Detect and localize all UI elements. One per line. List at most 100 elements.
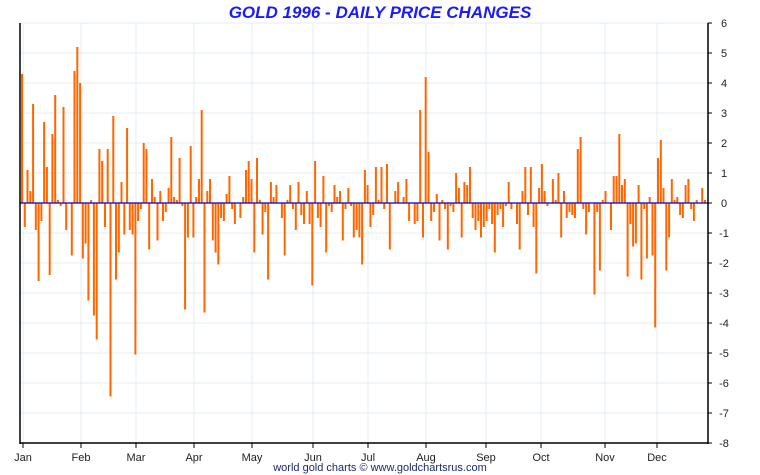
bar (510, 203, 513, 209)
bar (156, 203, 159, 241)
x-tick-label: Sep (476, 452, 496, 464)
bar (51, 134, 54, 203)
bar (402, 197, 405, 203)
bar (554, 200, 557, 203)
bar (496, 203, 499, 215)
bar (139, 203, 142, 209)
bar (469, 167, 471, 203)
bar (32, 104, 35, 203)
bar (521, 191, 524, 203)
bar (134, 203, 137, 355)
bar (455, 173, 458, 203)
y-tick-label: -2 (719, 258, 729, 270)
bar (651, 203, 654, 256)
bar (283, 203, 286, 256)
bar (178, 158, 181, 203)
bar (164, 203, 167, 212)
bar (397, 182, 400, 203)
bar (563, 191, 565, 203)
bar (438, 203, 441, 241)
bar (422, 203, 424, 238)
bar (45, 167, 48, 203)
bar (435, 194, 438, 203)
bar (355, 203, 358, 230)
bar (225, 194, 228, 203)
bar (90, 200, 93, 203)
bar (662, 188, 665, 203)
bar (59, 203, 62, 206)
x-tick-label: Dec (647, 452, 667, 464)
bar (214, 203, 217, 253)
bar (123, 203, 126, 235)
bar (98, 149, 101, 203)
bar (34, 203, 37, 230)
bar (217, 203, 220, 265)
bar (502, 203, 505, 227)
bar (623, 179, 626, 203)
bar (540, 164, 543, 203)
bar (419, 110, 422, 203)
bar (181, 203, 184, 206)
bar (681, 203, 684, 218)
bar (203, 203, 206, 313)
bar (441, 200, 444, 203)
bar (341, 203, 344, 241)
bar (604, 191, 607, 203)
bar (571, 203, 574, 215)
bar (366, 185, 369, 203)
bar (336, 197, 339, 203)
bar (615, 176, 618, 203)
bar (137, 203, 140, 221)
bar (79, 83, 82, 203)
bar (305, 191, 308, 203)
y-tick-label: -8 (719, 438, 729, 450)
bar (460, 203, 463, 238)
y-tick-label: 2 (721, 138, 727, 150)
bar (654, 203, 657, 328)
bar (101, 161, 104, 203)
bar (413, 203, 416, 224)
bar (430, 203, 433, 221)
bar (574, 203, 576, 218)
bar (192, 203, 195, 238)
bar (601, 200, 604, 203)
bar (643, 203, 646, 209)
bar (316, 203, 319, 218)
bar (87, 203, 90, 301)
bar (568, 203, 571, 212)
bar (245, 170, 247, 203)
bar (253, 203, 256, 253)
bar (695, 200, 698, 203)
bar (109, 203, 112, 397)
bar (565, 203, 568, 218)
bar (106, 149, 109, 203)
bar (477, 203, 480, 221)
bar (463, 182, 466, 203)
x-tick-label: Jul (361, 452, 375, 464)
bar (388, 203, 391, 250)
bar (211, 203, 214, 241)
bar (128, 203, 131, 230)
x-tick-label: Mar (127, 452, 146, 464)
bar (151, 179, 153, 203)
bar (598, 203, 601, 271)
bar (198, 179, 200, 203)
bar (557, 173, 560, 203)
bar (372, 203, 375, 215)
bar (507, 182, 510, 203)
x-tick-label: Feb (72, 452, 91, 464)
y-tick-label: -6 (719, 378, 729, 390)
bar (95, 203, 98, 340)
x-tick-label: Apr (185, 452, 202, 464)
y-tick-label: -4 (719, 318, 729, 330)
bar (292, 203, 294, 209)
bar (242, 197, 245, 203)
bar (446, 203, 449, 250)
bar (676, 197, 679, 203)
bar (153, 197, 156, 203)
bar (120, 182, 123, 203)
bar (228, 176, 231, 203)
bar (261, 203, 264, 235)
bar (466, 185, 469, 203)
bar (325, 203, 328, 253)
